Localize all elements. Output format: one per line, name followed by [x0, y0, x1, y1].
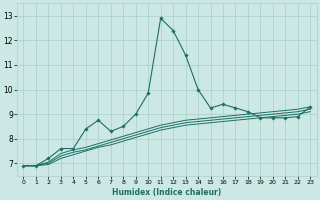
X-axis label: Humidex (Indice chaleur): Humidex (Indice chaleur): [112, 188, 221, 197]
